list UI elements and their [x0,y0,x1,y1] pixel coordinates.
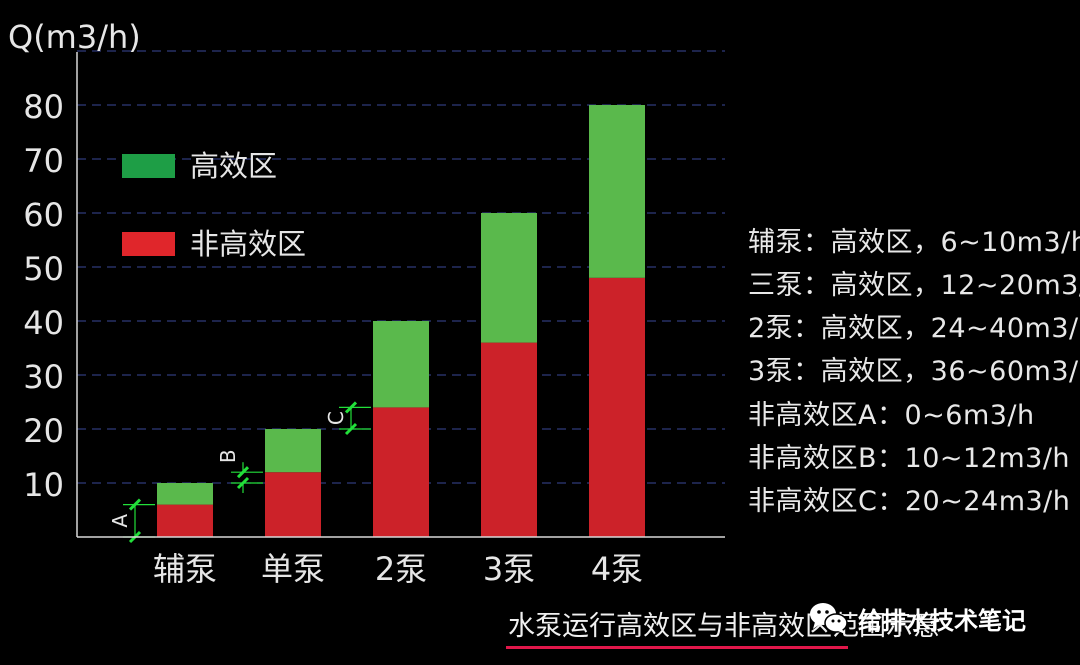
bar-high-4 [589,105,645,278]
bar-low-3 [481,342,537,537]
annotation-label: B [216,449,240,463]
x-tick-2: 2泵 [375,550,427,588]
y-tick-50: 50 [23,250,64,288]
caption-underline [506,646,848,649]
x-tick-0: 辅泵 [153,550,217,588]
y-tick-70: 70 [23,142,64,180]
y-axis-label: Q(m3/h) [8,18,141,56]
note-line-1: 辅泵：高效区，6~10m3/h [748,227,1080,258]
note-line-5: 非高效区A：0~6m3/h [748,400,1035,431]
axes [76,52,725,538]
figure-caption: 水泵运行高效区与非高效区范围示意 [508,611,940,642]
legend-label-1: 非高效区 [190,227,306,261]
y-tick-labels: 10 20 30 40 50 60 70 80 [23,88,64,504]
annotation-tick [128,498,142,511]
note-line-6: 非高效区B：10~12m3/h [748,443,1071,474]
y-tick-20: 20 [23,412,64,450]
annotation-C: C [324,401,371,436]
legend-swatch-0 [122,154,175,178]
annotation-tick [344,422,358,436]
bar-high-1 [265,429,321,473]
annotations: A B C [108,401,371,544]
note-line-2: 三泵：高效区，12~20m3/h [748,270,1080,301]
y-tick-10: 10 [23,466,64,504]
note-line-3: 2泵：高效区，24~40m3/h [748,313,1080,344]
grid-lines [77,50,725,484]
bar-low-4 [589,277,645,537]
annotation-tick [344,401,358,414]
annotation-label: C [324,411,348,425]
x-tick-1: 单泵 [261,550,325,588]
legend-label-0: 高效区 [190,149,277,183]
bar-low-1 [265,472,321,537]
annotation-A: A [108,498,155,544]
bar-high-3 [481,213,537,343]
x-tick-labels: 辅泵 单泵 2泵 3泵 4泵 [153,550,643,588]
y-tick-30: 30 [23,358,64,396]
bar-low-2 [373,407,429,537]
legend-swatch-1 [122,232,175,256]
y-tick-40: 40 [23,304,64,342]
note-line-7: 非高效区C：20~24m3/h [748,486,1071,517]
watermark: 给排水技术笔记 [808,596,1026,640]
watermark-text: 给排水技术笔记 [858,606,1026,635]
note-line-4: 3泵：高效区，36~60m3/h [748,356,1080,387]
annotation-tick [236,466,250,479]
y-tick-60: 60 [23,196,64,234]
y-tick-80: 80 [23,88,64,126]
bars [157,105,645,537]
bar-high-2 [373,321,429,408]
x-tick-3: 3泵 [483,550,535,588]
bar-high-0 [157,483,213,505]
bar-low-0 [157,504,213,537]
annotation-label: A [108,514,132,528]
annotation-B: B [216,449,263,493]
wechat-icon [810,603,848,634]
x-tick-4: 4泵 [591,550,643,588]
annotation-tick [236,476,250,490]
